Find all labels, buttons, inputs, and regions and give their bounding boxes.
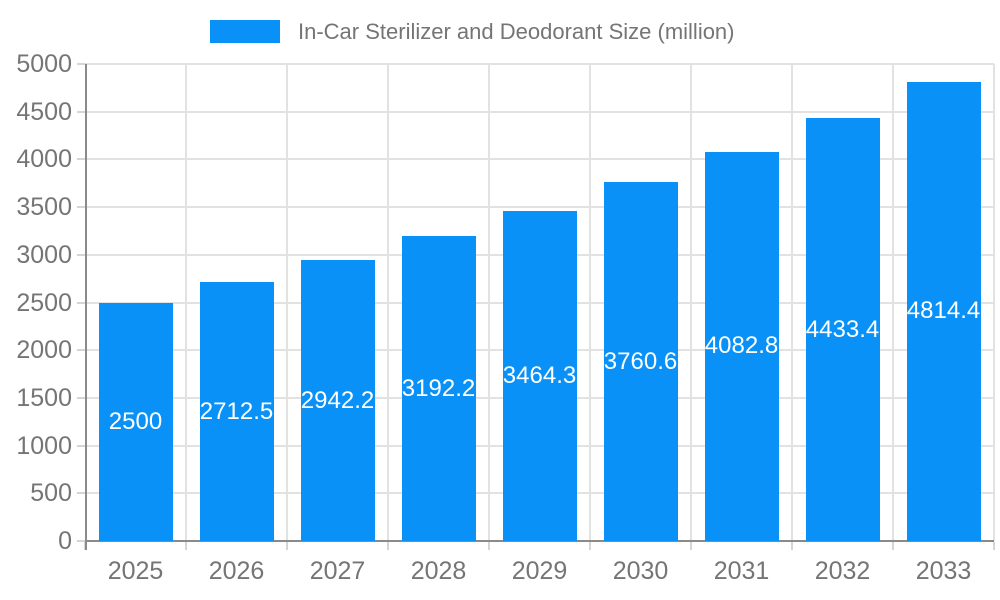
x-axis-tick-label: 2032	[814, 557, 871, 585]
x-tick-mark	[387, 542, 389, 550]
v-gridline	[791, 64, 793, 541]
y-axis-tick-label: 4500	[16, 97, 72, 126]
v-gridline	[387, 64, 389, 541]
x-tick-mark	[993, 542, 995, 550]
y-axis-tick-label: 1000	[16, 431, 72, 460]
bar-2028[interactable]: 3192.2	[401, 236, 476, 541]
x-axis-tick-label: 2029	[511, 557, 568, 585]
h-gridline	[85, 206, 994, 209]
y-axis-tick-label: 3500	[16, 193, 72, 222]
bar-value-label: 4433.4	[805, 315, 880, 343]
chart-legend[interactable]: In-Car Sterilizer and Deodorant Size (mi…	[210, 20, 735, 43]
v-gridline	[488, 64, 490, 541]
v-gridline	[993, 64, 995, 541]
x-tick-mark	[690, 542, 692, 550]
bar-value-label: 3464.3	[502, 361, 577, 389]
bar-value-label: 2712.5	[199, 397, 274, 425]
bar-value-label: 3192.2	[401, 374, 476, 402]
y-tick-mark	[77, 110, 85, 113]
bar-2026[interactable]: 2712.5	[199, 282, 274, 541]
y-tick-mark	[77, 349, 85, 352]
y-tick-mark	[77, 63, 85, 65]
y-tick-mark	[77, 253, 85, 256]
v-gridline	[286, 64, 288, 541]
y-tick-mark	[77, 492, 85, 495]
x-tick-mark	[589, 542, 591, 550]
v-gridline	[690, 64, 692, 541]
bar-2030[interactable]: 3760.6	[603, 182, 678, 541]
x-tick-mark	[185, 542, 187, 550]
y-tick-mark	[77, 396, 85, 399]
y-axis-tick-label: 5000	[16, 50, 72, 78]
y-axis-line	[85, 64, 87, 550]
x-tick-mark	[791, 542, 793, 550]
bar-value-label: 2942.2	[300, 386, 375, 414]
y-axis-tick-label: 2000	[16, 336, 72, 365]
x-tick-mark	[488, 542, 490, 550]
v-gridline	[892, 64, 894, 541]
y-tick-mark	[77, 158, 85, 161]
bar-2031[interactable]: 4082.8	[704, 151, 779, 541]
y-axis-tick-label: 4000	[16, 145, 72, 174]
x-tick-mark	[286, 542, 288, 550]
x-axis-tick-label: 2025	[107, 557, 164, 585]
bar-value-label: 3760.6	[603, 347, 678, 375]
h-gridline	[85, 63, 994, 65]
v-gridline	[589, 64, 591, 541]
v-gridline	[185, 64, 187, 541]
y-tick-mark	[77, 444, 85, 447]
bar-value-label: 4082.8	[704, 332, 779, 360]
x-axis-tick-label: 2033	[915, 557, 972, 585]
x-tick-mark	[892, 542, 894, 550]
h-gridline	[85, 110, 994, 113]
bar-2027[interactable]: 2942.2	[300, 260, 375, 541]
bar-2025[interactable]: 2500	[98, 302, 173, 541]
bar-2033[interactable]: 4814.4	[906, 81, 981, 541]
y-axis-tick-label: 0	[58, 527, 72, 555]
y-tick-mark	[77, 301, 85, 304]
y-axis-tick-label: 3000	[16, 240, 72, 269]
x-axis-tick-label: 2031	[713, 557, 770, 585]
y-axis-tick-label: 1500	[16, 383, 72, 412]
x-axis-line	[85, 540, 994, 542]
x-axis-tick-label: 2027	[309, 557, 366, 585]
y-tick-mark	[77, 206, 85, 209]
bar-value-label: 2500	[108, 407, 163, 435]
h-gridline	[85, 158, 994, 161]
y-axis-tick-label: 500	[30, 479, 72, 508]
y-axis-tick-label: 2500	[16, 288, 72, 317]
x-axis-tick-label: 2030	[612, 557, 669, 585]
legend-label: In-Car Sterilizer and Deodorant Size (mi…	[298, 19, 735, 44]
legend-color-swatch	[210, 20, 280, 43]
y-tick-mark	[77, 540, 85, 542]
x-axis-tick-label: 2028	[410, 557, 467, 585]
bar-2029[interactable]: 3464.3	[502, 210, 577, 541]
bar-2032[interactable]: 4433.4	[805, 118, 880, 541]
x-axis-tick-label: 2026	[208, 557, 265, 585]
bar-value-label: 4814.4	[906, 297, 981, 325]
